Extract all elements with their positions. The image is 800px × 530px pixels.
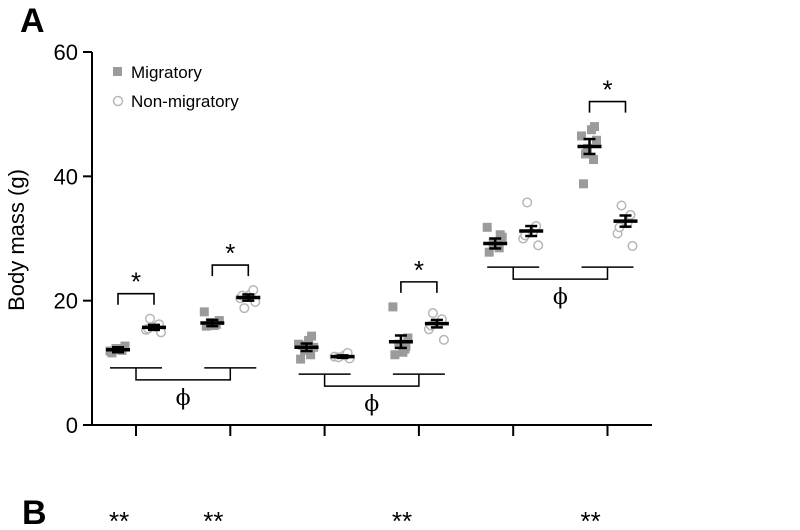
y-tick-label: 40 [54,164,78,189]
migratory-point [307,331,317,341]
legend-label-migratory: Migratory [131,63,202,82]
migratory-point [590,122,599,132]
migratory-point [214,316,224,326]
significance-annotations: ****ϕ ϕϕ** ** ** ** [109,75,634,530]
y-tick-label: 60 [54,40,78,65]
migratory-point [492,240,502,250]
panel-b-star-marker: ** [109,506,129,530]
data-marks [105,122,638,364]
significance-star: * [414,255,424,285]
migratory-point [482,222,492,232]
migratory-point [583,143,592,153]
significance-bracket [211,264,250,277]
non-migratory-point [239,303,250,314]
panel-b-star-marker: ** [392,506,412,530]
migratory-point [390,350,400,360]
y-tick-label: 0 [66,413,78,438]
pair-bracket [135,367,232,381]
significance-star: * [131,267,141,297]
pair-bracket [512,267,609,280]
panel-b-star-marker: ** [203,506,223,530]
migratory-point [398,347,408,357]
migratory-point [394,339,404,349]
non-migratory-point [616,200,627,211]
migratory-point [199,307,209,317]
migratory-point [579,179,588,189]
non-migratory-point [533,240,544,251]
non-migratory-point [627,240,638,252]
migratory-point [484,247,494,257]
migratory-point [592,135,601,145]
significance-star: * [602,75,612,105]
non-migratory-point [427,308,438,319]
legend: Migratory Non-migratory [112,63,239,111]
migratory-point [495,230,505,240]
y-axis-label: Body mass (g) [4,169,29,311]
migratory-point [298,340,308,350]
non-migratory-point [248,285,259,296]
migratory-point [296,354,306,364]
panel-label-a: A [20,2,45,40]
significance-bracket [117,292,155,305]
pair-phi-label: ϕ [553,285,568,310]
migratory-point [577,131,586,141]
panel-b-star-marker: ** [581,506,601,530]
legend-marker-non-migratory [112,95,124,107]
significance-star: * [225,238,235,268]
non-migratory-point [438,334,449,345]
migratory-point [120,341,130,351]
migratory-point [306,350,316,360]
y-tick-label: 20 [54,289,78,314]
axes: 0 20 40 60 [54,40,652,438]
panel-label-b: B [22,494,47,530]
migratory-point [589,155,598,165]
migratory-point [403,333,413,343]
non-migratory-point [522,197,533,208]
migratory-point [388,302,398,312]
significance-bracket [400,281,438,293]
significance-bracket [588,100,627,113]
pair-phi-label: ϕ [364,392,379,417]
legend-marker-migratory [113,67,122,76]
pair-bracket [323,374,420,387]
pair-phi-label: ϕ [176,386,191,411]
legend-label-non-migratory: Non-migratory [131,92,239,111]
non-migratory-point [144,313,156,324]
